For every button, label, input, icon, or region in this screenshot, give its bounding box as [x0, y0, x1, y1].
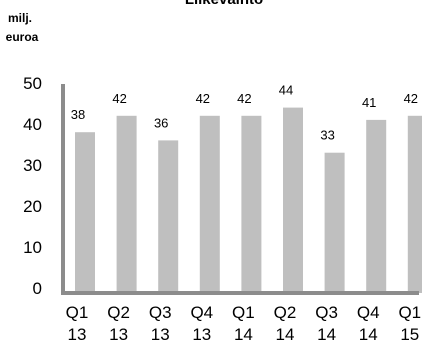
x-tick-year: 14	[359, 325, 378, 344]
data-labels-group: 38 42 36 42 42 44 33 41 42	[71, 83, 418, 143]
x-tick-quarter: Q3	[149, 303, 172, 322]
y-tick-label: 10	[23, 238, 42, 257]
bar	[75, 132, 95, 293]
x-tick-quarter: Q4	[190, 303, 213, 322]
data-label: 41	[362, 95, 376, 110]
x-tick-year: 13	[68, 325, 87, 344]
bar	[283, 107, 303, 293]
x-tick-quarter: Q2	[274, 303, 297, 322]
data-label: 33	[320, 128, 334, 143]
bar	[158, 140, 179, 293]
bar	[366, 119, 387, 294]
x-tick-year: 14	[234, 325, 253, 344]
y-axis-tick-labels: 0 10 20 30 40 50	[23, 74, 42, 298]
x-axis-tick-labels: Q1 13 Q2 13 Q3 13 Q4 13 Q1 14 Q2 14 Q3 14 Q4 14 Q1 15	[66, 303, 421, 344]
bar	[324, 152, 345, 293]
data-label: 42	[196, 91, 210, 106]
x-tick-quarter: Q1	[398, 303, 421, 322]
unit-label-line2: euroa	[6, 30, 39, 44]
bar	[116, 115, 137, 293]
y-tick-label: 50	[23, 74, 42, 93]
x-tick-quarter: Q1	[232, 303, 255, 322]
x-tick-quarter: Q2	[107, 303, 130, 322]
x-tick-year: 13	[151, 325, 170, 344]
x-tick-year: 13	[109, 325, 128, 344]
x-tick-year: 15	[400, 325, 419, 344]
data-label: 42	[237, 91, 251, 106]
data-label: 44	[279, 83, 293, 98]
data-label: 38	[71, 107, 85, 122]
data-label: 36	[154, 115, 168, 130]
data-label: 42	[112, 91, 126, 106]
chart-title: Liikevaihto	[185, 0, 263, 8]
bar	[199, 115, 220, 293]
y-tick-label: 20	[23, 197, 42, 216]
axis-lines	[61, 84, 419, 295]
x-tick-year: 13	[192, 325, 211, 344]
y-tick-label: 30	[23, 156, 42, 175]
y-tick-label: 40	[23, 115, 42, 134]
bar	[407, 115, 422, 293]
bars-group	[75, 107, 422, 294]
data-label: 42	[404, 91, 418, 106]
unit-label-line1: milj.	[8, 11, 32, 25]
x-tick-quarter: Q1	[66, 303, 89, 322]
x-tick-year: 14	[276, 325, 295, 344]
x-tick-quarter: Q3	[315, 303, 338, 322]
x-tick-year: 14	[317, 325, 336, 344]
y-tick-label: 0	[33, 279, 42, 298]
x-tick-quarter: Q4	[357, 303, 380, 322]
bar	[241, 115, 262, 293]
